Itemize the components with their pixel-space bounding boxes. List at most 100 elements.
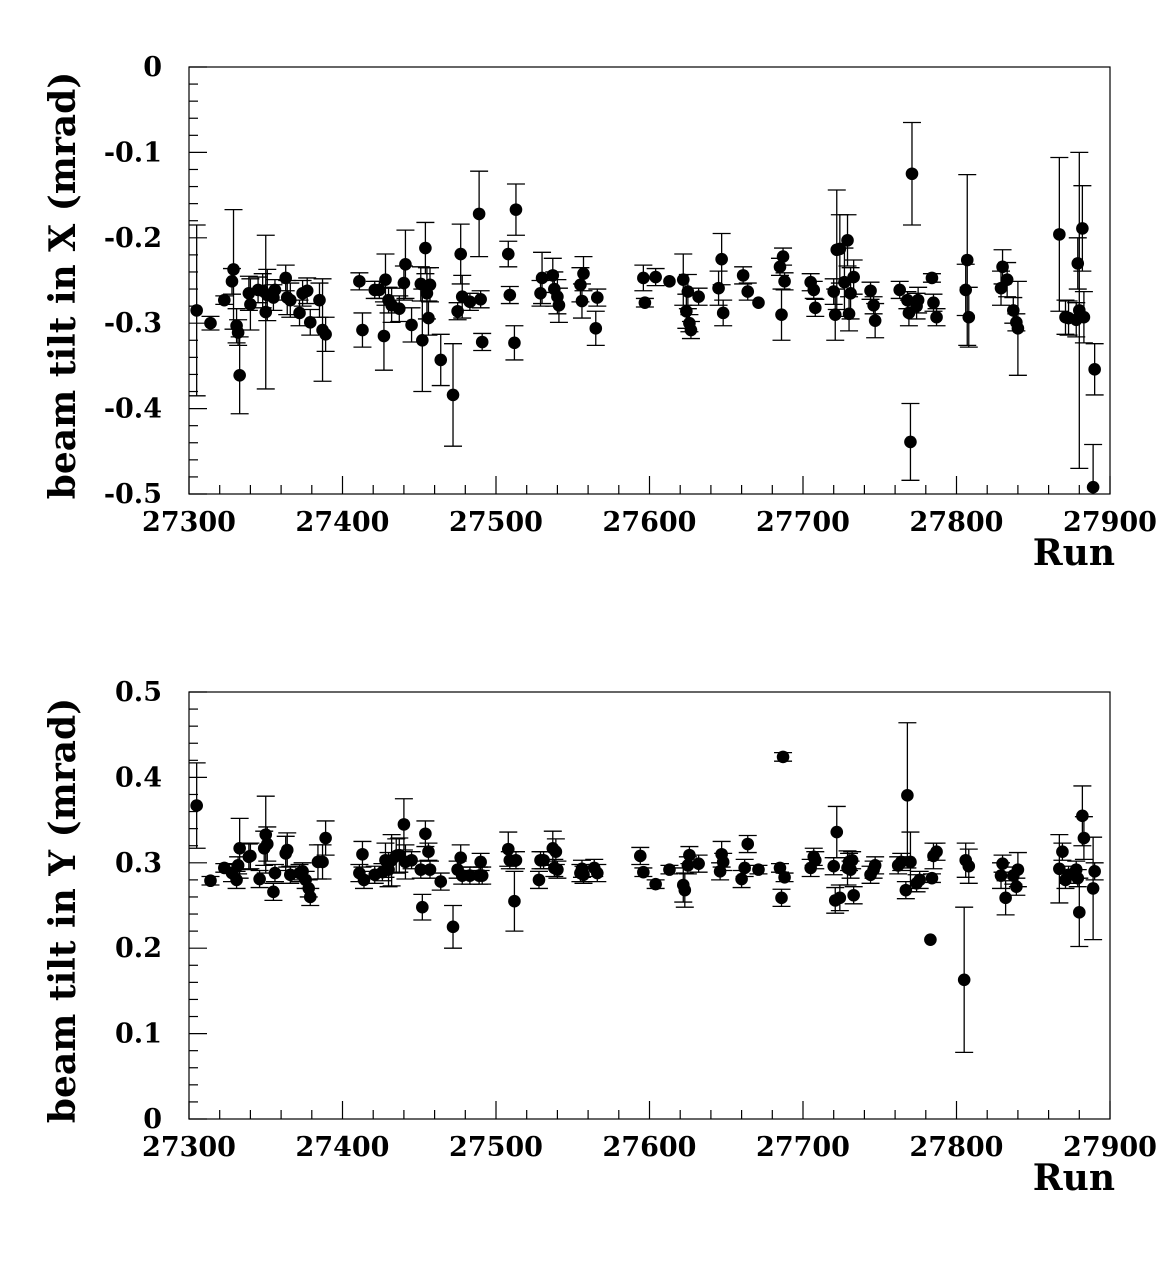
data-point bbox=[899, 883, 913, 897]
data-point bbox=[649, 270, 662, 284]
data-point bbox=[405, 318, 418, 332]
data-point bbox=[778, 871, 791, 884]
data-point bbox=[422, 845, 435, 858]
x-tick-label: 27900 bbox=[1063, 1132, 1157, 1163]
data-point bbox=[300, 284, 314, 298]
data-point bbox=[1077, 831, 1091, 845]
data-point bbox=[716, 306, 730, 320]
data-point bbox=[752, 863, 765, 876]
data-point bbox=[532, 873, 546, 887]
data-point bbox=[678, 883, 692, 897]
data-point bbox=[454, 851, 467, 864]
data-point bbox=[422, 311, 435, 325]
data-point bbox=[775, 891, 788, 905]
x-tick-label: 27600 bbox=[603, 1132, 697, 1163]
data-point bbox=[233, 368, 246, 382]
data-point bbox=[864, 284, 877, 298]
data-point bbox=[692, 857, 705, 870]
data-point bbox=[901, 789, 914, 802]
data-point bbox=[377, 329, 391, 343]
data-point bbox=[416, 333, 429, 347]
data-point bbox=[663, 863, 676, 876]
x-tick-label: 27500 bbox=[449, 507, 543, 538]
x-tick-label: 27400 bbox=[296, 1132, 390, 1163]
data-point bbox=[244, 849, 257, 863]
data-point bbox=[1000, 273, 1014, 286]
data-point bbox=[845, 853, 859, 867]
data-point bbox=[894, 855, 908, 869]
data-point bbox=[419, 827, 432, 841]
plot-beam-tilt-y: 27300 27400 27500 27600 27700 27800 27900 0.5 0.… bbox=[42, 677, 1157, 1199]
data-point bbox=[1056, 845, 1069, 858]
data-point bbox=[405, 853, 418, 867]
data-point bbox=[1077, 310, 1091, 324]
data-point bbox=[1076, 222, 1089, 235]
data-point bbox=[434, 875, 448, 888]
data-point bbox=[356, 847, 369, 861]
data-point bbox=[957, 973, 971, 987]
data-point bbox=[930, 845, 943, 858]
data-point bbox=[927, 296, 940, 310]
data-point bbox=[925, 871, 939, 885]
data-point bbox=[913, 873, 926, 887]
data-point bbox=[893, 283, 907, 297]
data-point bbox=[475, 335, 489, 349]
y-tick-label: 0.5 bbox=[115, 677, 162, 708]
y-tick-label: -0.2 bbox=[104, 223, 162, 254]
data-point bbox=[303, 890, 317, 904]
data-point bbox=[225, 275, 239, 288]
data-point bbox=[683, 848, 696, 862]
data-point bbox=[218, 293, 231, 307]
x-tick-label: 27600 bbox=[603, 507, 697, 538]
data-point bbox=[399, 257, 412, 271]
data-point bbox=[808, 301, 822, 315]
data-point bbox=[833, 242, 847, 256]
data-point bbox=[551, 863, 564, 876]
data-point bbox=[591, 866, 604, 880]
data-point bbox=[508, 336, 521, 350]
data-point bbox=[379, 273, 392, 286]
y-axis-title: beam tilt in Y (mrad) bbox=[42, 698, 84, 1123]
data-point bbox=[807, 283, 821, 297]
data-point bbox=[552, 298, 566, 312]
data-point bbox=[741, 285, 755, 298]
data-point bbox=[574, 278, 587, 292]
data-point bbox=[316, 855, 329, 869]
data-point bbox=[1011, 322, 1025, 335]
data-point bbox=[472, 207, 486, 221]
x-axis-title: Run bbox=[1033, 1157, 1115, 1199]
data-point bbox=[268, 866, 282, 880]
data-point bbox=[303, 316, 317, 329]
data-point bbox=[1076, 809, 1089, 823]
data-point bbox=[681, 285, 695, 298]
data-point bbox=[244, 298, 257, 311]
data-point bbox=[1086, 882, 1100, 895]
data-point bbox=[253, 872, 266, 886]
data-point bbox=[549, 845, 563, 858]
data-point bbox=[280, 843, 294, 857]
x-tick-label: 27500 bbox=[449, 1132, 543, 1163]
data-point bbox=[776, 250, 790, 263]
plot-beam-tilt-x: 27300 27400 27500 27600 27700 27800 27900 0 -0.1… bbox=[42, 52, 1157, 574]
data-point bbox=[924, 933, 937, 946]
x-tick-label: 27800 bbox=[910, 1132, 1004, 1163]
data-point bbox=[508, 894, 521, 908]
data-point bbox=[319, 831, 332, 845]
plot-frame bbox=[188, 691, 1111, 1120]
data-point bbox=[847, 270, 860, 284]
data-point bbox=[501, 842, 515, 856]
data-point bbox=[534, 287, 547, 300]
data-point bbox=[397, 276, 411, 290]
data-point bbox=[905, 167, 919, 181]
data-point bbox=[509, 853, 523, 867]
data-point bbox=[775, 308, 788, 321]
data-point bbox=[904, 435, 917, 449]
y-tick-label: -0.5 bbox=[104, 479, 162, 510]
data-point bbox=[279, 271, 293, 285]
data-point bbox=[537, 853, 550, 867]
x-tick-label: 27300 bbox=[142, 1132, 236, 1163]
y-tick-label: -0.1 bbox=[104, 137, 162, 168]
data-point bbox=[414, 277, 428, 291]
data-point bbox=[868, 859, 882, 872]
data-point bbox=[474, 855, 487, 869]
